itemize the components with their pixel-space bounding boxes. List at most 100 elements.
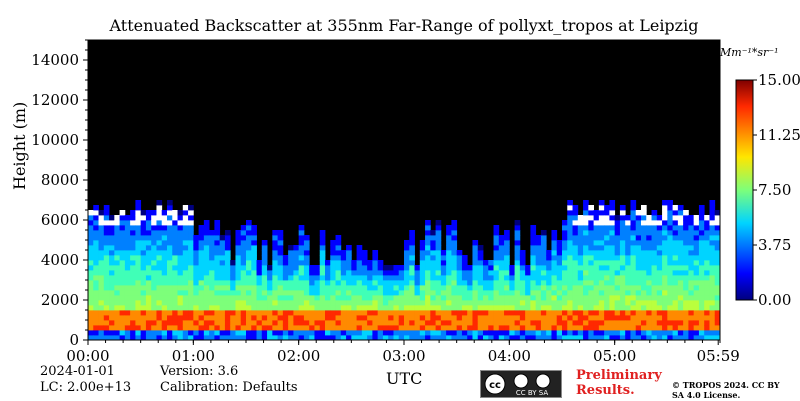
heatmap-cell xyxy=(145,225,152,231)
heatmap-cell xyxy=(246,220,252,226)
heatmap-cell xyxy=(145,310,152,316)
heatmap-cell xyxy=(351,300,357,306)
heatmap-cell xyxy=(583,300,589,306)
heatmap-cell xyxy=(672,225,679,231)
heatmap-cell xyxy=(461,270,468,276)
heatmap-cell xyxy=(619,210,626,216)
heatmap-cell xyxy=(172,330,178,336)
heatmap-cell xyxy=(93,270,99,276)
heatmap-cell xyxy=(98,225,105,231)
heatmap-cell xyxy=(646,285,652,291)
heatmap-cell xyxy=(235,230,242,236)
heatmap-cell xyxy=(256,265,263,271)
heatmap-cell xyxy=(598,295,605,301)
heatmap-cell xyxy=(709,320,716,326)
heatmap-cell xyxy=(414,270,421,276)
heatmap-cell xyxy=(598,330,605,336)
heatmap-cell xyxy=(672,270,679,276)
heatmap-cell xyxy=(198,300,205,306)
heatmap-cell xyxy=(103,275,110,281)
heatmap-cell xyxy=(193,320,199,326)
heatmap-cell xyxy=(246,270,252,276)
heatmap-cell xyxy=(398,290,405,296)
heatmap-cell xyxy=(388,335,394,341)
heatmap-cell xyxy=(214,245,221,251)
heatmap-cell xyxy=(235,280,242,286)
heatmap-cell xyxy=(140,310,147,316)
heatmap-cell xyxy=(672,330,679,336)
heatmap-cell xyxy=(498,240,505,246)
heatmap-cell xyxy=(177,215,184,221)
heatmap-cell xyxy=(182,260,189,266)
heatmap-cell xyxy=(693,230,700,236)
heatmap-cell xyxy=(140,255,147,261)
heatmap-cell xyxy=(319,325,326,331)
heatmap-cell xyxy=(662,290,668,296)
heatmap-cell xyxy=(361,290,368,296)
heatmap-cell xyxy=(130,235,136,241)
heatmap-cell xyxy=(714,245,721,251)
heatmap-cell xyxy=(330,265,336,271)
heatmap-cell xyxy=(604,240,610,246)
heatmap-cell xyxy=(514,315,521,321)
heatmap-cell xyxy=(514,260,521,266)
heatmap-cell xyxy=(493,325,500,331)
heatmap-cell xyxy=(251,230,257,236)
heatmap-cell xyxy=(662,240,668,246)
heatmap-cell xyxy=(656,280,663,286)
heatmap-cell xyxy=(572,205,579,211)
heatmap-cell xyxy=(704,230,710,236)
heatmap-cell xyxy=(646,275,652,281)
heatmap-cell xyxy=(167,320,173,326)
heatmap-cell xyxy=(598,290,605,296)
heatmap-cell xyxy=(598,245,605,251)
heatmap-cell xyxy=(598,315,605,321)
heatmap-cell xyxy=(693,280,700,286)
heatmap-cell xyxy=(151,285,157,291)
heatmap-cell xyxy=(203,330,210,336)
heatmap-cell xyxy=(314,305,321,311)
heatmap-cell xyxy=(156,275,163,281)
heatmap-cell xyxy=(430,300,436,306)
heatmap-cell xyxy=(193,290,199,296)
heatmap-cell xyxy=(156,240,163,246)
heatmap-cell xyxy=(577,270,584,276)
heatmap-cell xyxy=(161,290,168,296)
heatmap-cell xyxy=(604,215,610,221)
heatmap-cell xyxy=(614,245,621,251)
heatmap-cell xyxy=(119,215,126,221)
heatmap-cell xyxy=(177,330,184,336)
heatmap-cell xyxy=(203,280,210,286)
heatmap-cell xyxy=(314,290,321,296)
heatmap-cell xyxy=(251,265,257,271)
heatmap-cell xyxy=(456,290,463,296)
heatmap-cell xyxy=(504,260,510,266)
heatmap-cell xyxy=(130,240,136,246)
heatmap-cell xyxy=(704,310,710,316)
heatmap-cell xyxy=(319,310,326,316)
cc-license-icon: cc CC BY SA xyxy=(480,370,562,398)
heatmap-cell xyxy=(630,220,637,226)
heatmap-cell xyxy=(114,295,120,301)
heatmap-cell xyxy=(303,270,310,276)
heatmap-cell xyxy=(567,250,573,256)
heatmap-cell xyxy=(683,255,689,261)
heatmap-cell xyxy=(198,250,205,256)
heatmap-cell xyxy=(698,325,705,331)
heatmap-cell xyxy=(382,325,389,331)
heatmap-cell xyxy=(698,285,705,291)
heatmap-cell xyxy=(709,290,716,296)
heatmap-cell xyxy=(109,335,115,341)
heatmap-cell xyxy=(667,240,673,246)
heatmap-cell xyxy=(688,305,695,311)
heatmap-cell xyxy=(698,205,705,211)
heatmap-cell xyxy=(440,310,447,316)
heatmap-cell xyxy=(472,320,479,326)
heatmap-cell xyxy=(372,275,379,281)
heatmap-cell xyxy=(630,235,637,241)
heatmap-cell xyxy=(583,265,589,271)
heatmap-cell xyxy=(98,235,105,241)
heatmap-cell xyxy=(641,205,647,211)
heatmap-cell xyxy=(119,295,126,301)
